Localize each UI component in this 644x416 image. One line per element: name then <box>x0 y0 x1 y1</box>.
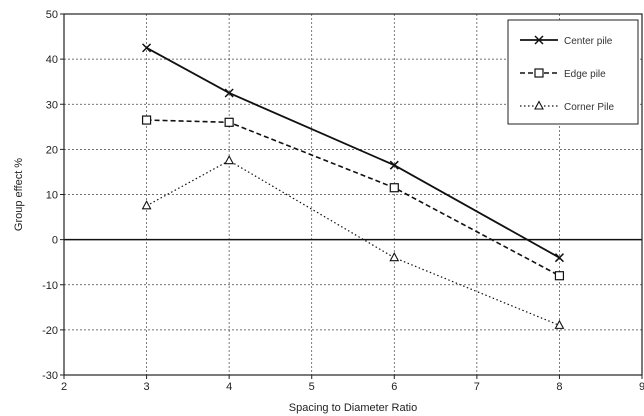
legend-box <box>507 19 639 125</box>
x-tick-label: 3 <box>144 381 150 393</box>
series-edge-pile <box>141 115 565 281</box>
legend-label: Corner Pile <box>564 102 614 113</box>
series-center-pile <box>142 43 564 263</box>
data-point-edge-pile <box>389 183 399 193</box>
x-tick-label: 6 <box>391 381 397 393</box>
y-tick-label: 50 <box>46 9 58 21</box>
y-tick-label: -10 <box>42 280 58 292</box>
x-tick-label: 5 <box>309 381 315 393</box>
legend-marker <box>534 100 544 110</box>
y-tick-label: -30 <box>42 370 58 382</box>
data-point-corner-pile <box>224 154 235 165</box>
y-tick-label: -20 <box>42 325 58 337</box>
series-layer <box>141 43 565 329</box>
series-corner-pile <box>141 154 565 329</box>
series-line-edge-pile <box>146 119 560 277</box>
data-point-edge-pile <box>554 271 565 281</box>
series-line-center-pile <box>146 47 560 259</box>
x-axis-title: Spacing to Diameter Ratio <box>289 402 417 414</box>
data-point-corner-pile <box>554 319 565 329</box>
legend-marker <box>534 35 544 45</box>
y-tick-label: 30 <box>46 99 58 111</box>
y-tick-label: 0 <box>52 235 58 247</box>
x-tick-label: 8 <box>556 381 562 393</box>
x-tick-label: 9 <box>639 381 644 393</box>
y-axis-title: Group effect % <box>13 158 25 231</box>
x-tick-label: 7 <box>474 381 480 393</box>
y-tick-label: 10 <box>46 190 58 202</box>
legend-entry-center-pile: Center pile <box>520 35 613 47</box>
legend-label: Center pile <box>564 36 613 47</box>
data-point-edge-pile <box>224 117 234 127</box>
x-tick-label: 4 <box>226 381 232 393</box>
y-tick-label: 20 <box>46 144 58 156</box>
legend-entry-corner-pile: Corner Pile <box>520 100 614 113</box>
x-tick-label: 2 <box>61 381 67 393</box>
data-point-center-pile <box>554 253 564 263</box>
data-point-corner-pile <box>141 200 152 210</box>
legend: Center pile Edge pile Corner Pile <box>507 19 639 125</box>
y-tick-label: 40 <box>46 54 58 66</box>
legend-entry-edge-pile: Edge pile <box>520 68 606 80</box>
data-point-center-pile <box>224 88 234 98</box>
data-point-center-pile <box>142 43 152 53</box>
data-point-corner-pile <box>389 252 400 262</box>
legend-marker <box>534 68 544 78</box>
data-point-center-pile <box>389 160 399 170</box>
data-point-edge-pile <box>141 115 152 125</box>
legend-label: Edge pile <box>564 69 606 80</box>
tick-labels: -30 -20 -10 0 10 20 30 40 50 2 3 4 5 6 7 8 9 <box>42 9 644 393</box>
